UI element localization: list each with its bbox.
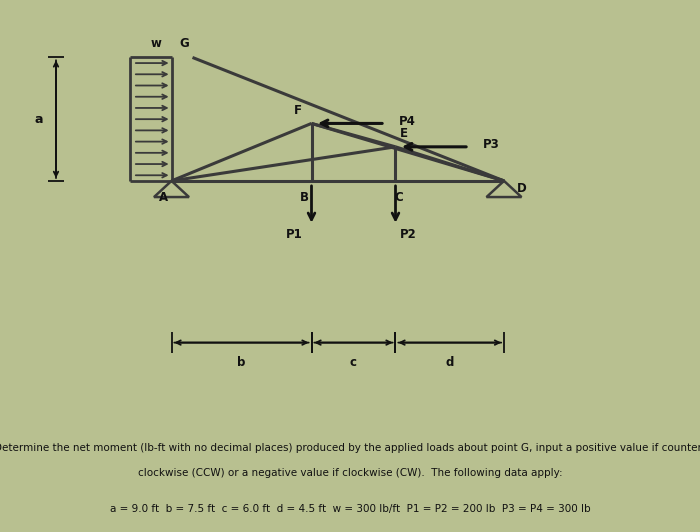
- Text: B: B: [300, 192, 309, 204]
- Text: a: a: [34, 113, 43, 126]
- Text: P3: P3: [483, 138, 500, 151]
- Text: c: c: [350, 356, 357, 369]
- Text: d: d: [446, 356, 454, 369]
- Text: F: F: [293, 104, 302, 117]
- Text: b: b: [237, 356, 246, 369]
- Text: clockwise (CCW) or a negative value if clockwise (CW).  The following data apply: clockwise (CCW) or a negative value if c…: [138, 469, 562, 478]
- Text: E: E: [400, 128, 408, 140]
- Text: Determine the net moment (lb-ft with no decimal places) produced by the applied : Determine the net moment (lb-ft with no …: [0, 443, 700, 453]
- Text: C: C: [395, 192, 403, 204]
- Text: w: w: [150, 37, 162, 50]
- Text: P4: P4: [399, 115, 416, 128]
- Text: a = 9.0 ft  b = 7.5 ft  c = 6.0 ft  d = 4.5 ft  w = 300 lb/ft  P1 = P2 = 200 lb : a = 9.0 ft b = 7.5 ft c = 6.0 ft d = 4.5…: [110, 504, 590, 513]
- Text: P1: P1: [286, 228, 302, 242]
- Text: P2: P2: [400, 228, 416, 242]
- Text: A: A: [158, 192, 168, 204]
- Text: G: G: [179, 37, 189, 50]
- Text: D: D: [517, 181, 526, 195]
